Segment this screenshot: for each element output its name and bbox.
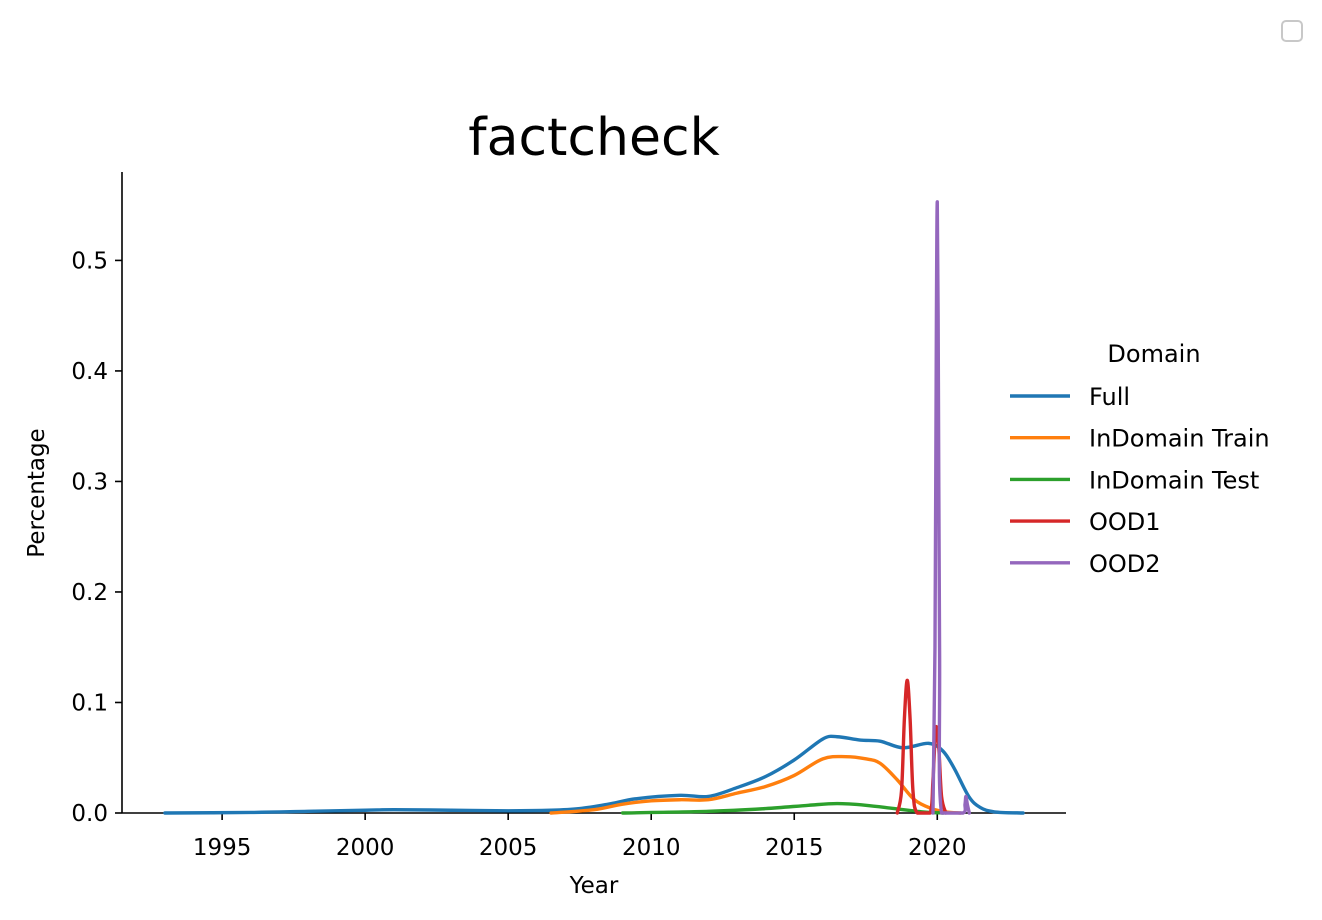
legend-item-full: Full xyxy=(1010,383,1130,411)
x-tick-label: 2015 xyxy=(765,835,824,861)
legend-label: InDomain Train xyxy=(1089,425,1270,453)
legend-item-ood1: OOD1 xyxy=(1010,508,1161,536)
legend-label: Full xyxy=(1089,383,1130,411)
axes: 1995 2000 2005 2010 2015 2020 0.0 0.1 0.2 0.3 0.4 0… xyxy=(71,172,1066,861)
legend-label: OOD1 xyxy=(1089,508,1161,536)
y-tick-label: 0.5 xyxy=(71,248,108,274)
x-tick-label: 1995 xyxy=(193,835,252,861)
series-line-indomain-train xyxy=(549,754,962,815)
legend-toggle-checkbox[interactable] xyxy=(1281,20,1303,42)
series-line-indomain-test xyxy=(620,801,945,815)
legend-item-indomain-train: InDomain Train xyxy=(1010,425,1270,453)
x-tick-label: 2000 xyxy=(336,835,395,861)
x-tick-label: 2020 xyxy=(908,835,967,861)
legend-item-indomain-test: InDomain Test xyxy=(1010,466,1259,494)
y-tick-label: 0.4 xyxy=(71,359,108,385)
legend-label: InDomain Test xyxy=(1089,466,1259,494)
y-tick-label: 0.1 xyxy=(71,690,108,716)
x-axis-title: Year xyxy=(569,873,619,899)
y-axis-title: Percentage xyxy=(24,428,50,557)
series-layer xyxy=(163,200,1025,815)
y-tick-label: 0.2 xyxy=(71,580,108,606)
legend-label: OOD2 xyxy=(1089,550,1161,578)
y-tick-label: 0.3 xyxy=(71,469,108,495)
series-line-full xyxy=(163,734,1025,815)
legend: Domain Full InDomain Train InDomain Test OO… xyxy=(1010,340,1270,578)
x-tick-label: 2005 xyxy=(479,835,538,861)
legend-title: Domain xyxy=(1107,340,1200,368)
x-tick-label: 2010 xyxy=(622,835,681,861)
y-tick-label: 0.0 xyxy=(71,801,108,827)
series-line-ood2 xyxy=(931,200,972,815)
chart-title: factcheck xyxy=(468,108,719,168)
legend-item-ood2: OOD2 xyxy=(1010,550,1161,578)
